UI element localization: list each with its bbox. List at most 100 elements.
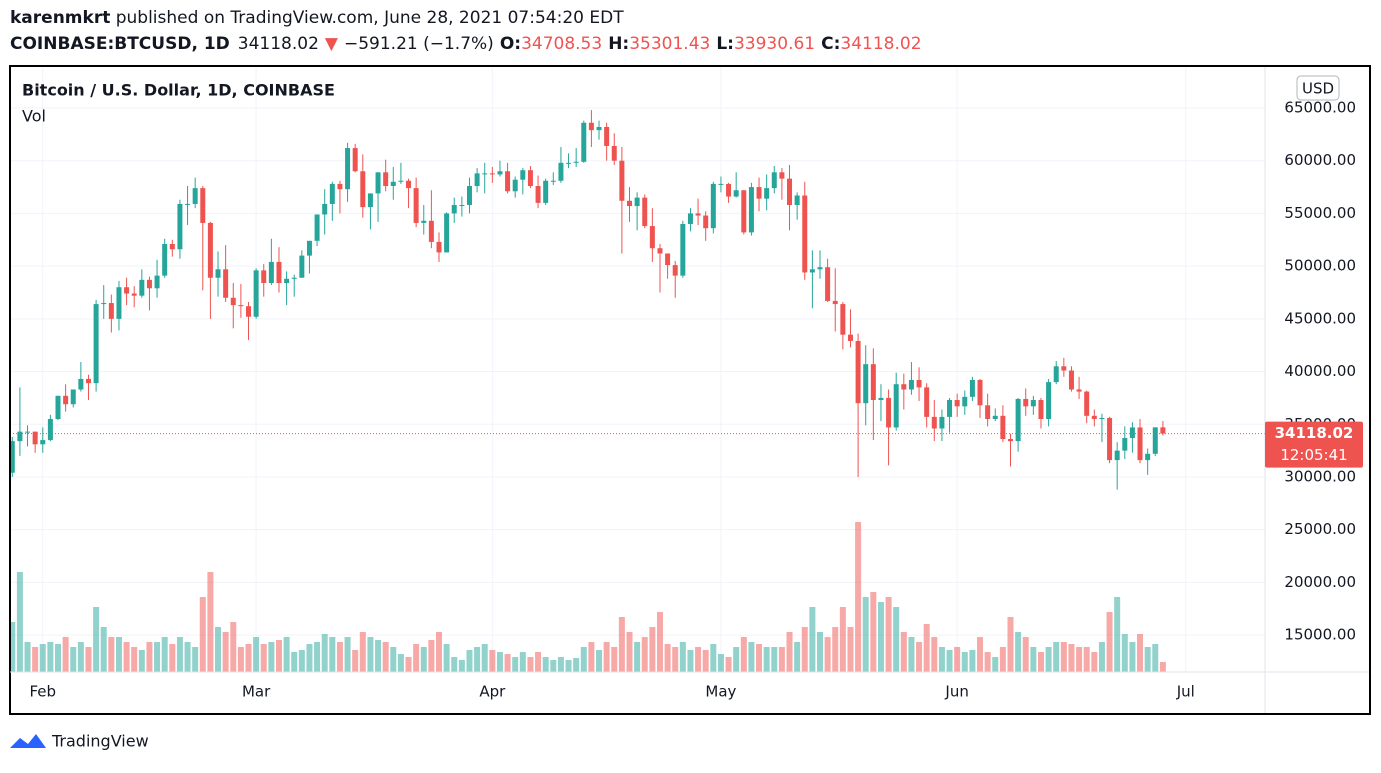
candle-body xyxy=(474,173,480,187)
candle-body xyxy=(901,384,907,390)
candle-body xyxy=(436,241,442,253)
candle-body xyxy=(596,126,602,131)
candle-body xyxy=(604,126,610,146)
volume-bar xyxy=(519,652,526,672)
candle-body xyxy=(489,173,495,175)
y-tick-label: 45000.00 xyxy=(1284,309,1356,327)
volume-bar xyxy=(443,644,450,672)
candle-body xyxy=(840,304,846,335)
candle-body xyxy=(1076,389,1082,392)
volume-bar xyxy=(816,632,823,672)
candle-body xyxy=(573,161,579,163)
candle-body xyxy=(672,265,678,276)
candle-body xyxy=(809,269,815,273)
candle-body xyxy=(85,378,91,384)
volume-bar xyxy=(420,647,427,672)
volume-bar xyxy=(946,650,953,672)
o-label: O: xyxy=(500,34,521,54)
volume-bar xyxy=(474,647,481,672)
candle-body xyxy=(146,279,152,289)
volume-bar xyxy=(916,642,923,672)
volume-bar xyxy=(413,644,420,672)
volume-bar xyxy=(314,642,321,672)
candle-body xyxy=(863,364,869,404)
y-tick-label: 20000.00 xyxy=(1284,573,1356,591)
candle-body xyxy=(1145,453,1151,461)
published: published on TradingView.com, June 28, 2… xyxy=(110,8,624,28)
h-value: 35301.43 xyxy=(629,34,710,54)
candle-body xyxy=(108,303,114,319)
candle-body xyxy=(291,277,297,279)
candle-body xyxy=(985,405,991,419)
volume-bar xyxy=(329,637,336,672)
volume-bar xyxy=(992,657,999,672)
candle-body xyxy=(825,267,831,301)
candle-body xyxy=(169,243,175,250)
candle-body xyxy=(1107,417,1113,461)
candle-body xyxy=(268,261,274,284)
volume-bar xyxy=(169,644,176,672)
price-label: 34118.02 xyxy=(1275,424,1354,442)
candle-body xyxy=(25,431,31,433)
volume-bar xyxy=(375,640,382,672)
volume-bar xyxy=(367,637,374,672)
volume-bar xyxy=(131,647,138,672)
candle-body xyxy=(246,306,252,317)
volume-bar xyxy=(1083,647,1090,672)
countdown: 12:05:41 xyxy=(1280,446,1347,464)
candle-body xyxy=(855,340,861,404)
volume-bar xyxy=(984,652,991,672)
volume-bar xyxy=(763,647,770,672)
volume-bar xyxy=(938,647,945,672)
x-tick-label: Mar xyxy=(242,683,271,701)
volume-bar xyxy=(93,607,100,672)
volume-bar xyxy=(436,632,443,672)
candle-body xyxy=(733,190,739,197)
candle-body xyxy=(360,171,366,208)
y-tick-label: 65000.00 xyxy=(1284,99,1356,117)
volume-bar xyxy=(748,642,755,672)
volume-bar xyxy=(55,644,62,672)
volume-bar xyxy=(489,650,496,672)
tradingview-logo xyxy=(10,734,46,748)
volume-bar xyxy=(1037,652,1044,672)
volume-bar xyxy=(725,657,732,672)
volume-bar xyxy=(1068,644,1075,672)
c-value: 34118.02 xyxy=(840,34,921,54)
candle-body xyxy=(870,364,876,401)
volume-bar xyxy=(138,650,145,672)
candle-body xyxy=(482,173,488,175)
volume-bar xyxy=(230,622,237,672)
candle-body xyxy=(1023,398,1029,407)
candle-body xyxy=(520,170,526,180)
candle-body xyxy=(931,416,937,429)
volume-bar xyxy=(672,647,679,672)
candle-body xyxy=(908,379,914,390)
volume-bar xyxy=(291,652,298,672)
candle-body xyxy=(535,186,541,203)
y-tick-label: 15000.00 xyxy=(1284,626,1356,644)
currency-box[interactable] xyxy=(1296,75,1340,101)
volume-bar xyxy=(961,652,968,672)
volume-bar xyxy=(458,660,465,672)
candle-body xyxy=(131,293,137,296)
volume-bar xyxy=(24,642,31,672)
candle-body xyxy=(893,384,899,428)
volume-bar xyxy=(1114,597,1121,672)
volume-bar xyxy=(649,627,656,672)
candle-body xyxy=(352,148,358,172)
volume-bar xyxy=(161,637,168,672)
volume-bar xyxy=(862,597,869,672)
volume-bar xyxy=(809,607,816,672)
volume-bar xyxy=(557,657,564,672)
volume-bar xyxy=(154,642,161,672)
volume-bar xyxy=(756,644,763,672)
candle-body xyxy=(611,145,617,161)
candle-body xyxy=(1030,400,1036,407)
candle-body xyxy=(451,204,457,214)
candle-body xyxy=(78,378,84,390)
candle-body xyxy=(40,440,46,445)
candle-body xyxy=(787,178,793,205)
volume-bar xyxy=(16,572,23,672)
